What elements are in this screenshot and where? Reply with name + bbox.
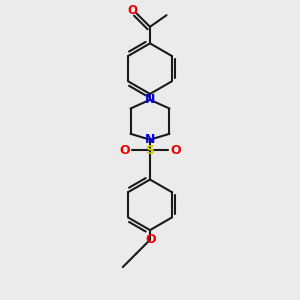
Text: O: O [128,4,137,17]
Text: N: N [145,133,155,146]
Text: O: O [170,144,181,157]
Text: O: O [146,233,156,246]
Text: O: O [119,144,130,157]
Text: N: N [145,93,155,106]
Text: S: S [146,144,154,157]
